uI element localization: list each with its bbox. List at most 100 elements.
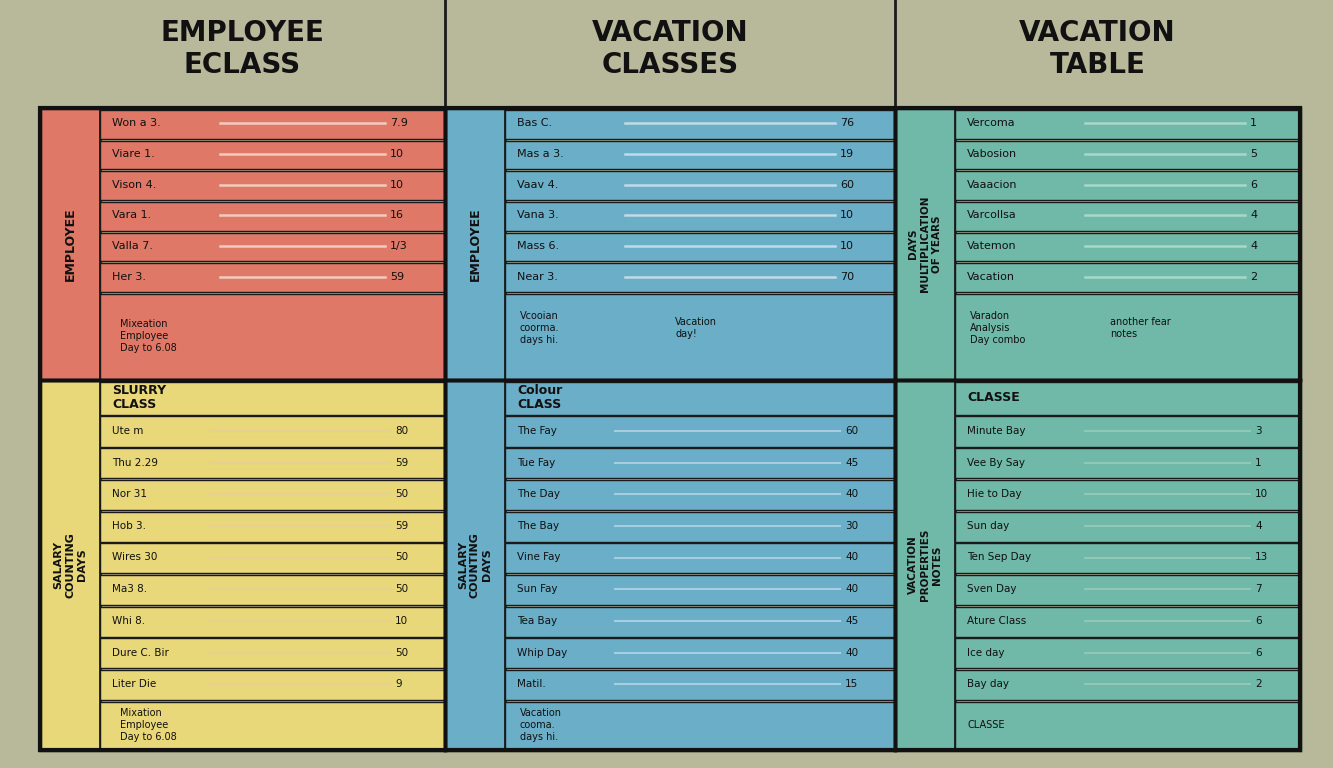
Bar xyxy=(954,574,1300,605)
Text: CLASSE: CLASSE xyxy=(966,720,1005,730)
Bar xyxy=(505,543,894,574)
Text: 6: 6 xyxy=(1250,180,1257,190)
Text: DAYS
MULTIPLICATION
OF YEARS: DAYS MULTIPLICATION OF YEARS xyxy=(908,196,941,293)
Bar xyxy=(505,416,894,447)
Text: Mass 6.: Mass 6. xyxy=(517,241,559,251)
Bar xyxy=(505,382,894,415)
Text: 50: 50 xyxy=(395,584,408,594)
Bar xyxy=(445,108,505,380)
Text: Ma3 8.: Ma3 8. xyxy=(112,584,147,594)
Text: 40: 40 xyxy=(845,489,858,499)
Bar xyxy=(954,543,1300,574)
Text: Vabosion: Vabosion xyxy=(966,149,1017,159)
Bar xyxy=(954,416,1300,447)
Bar xyxy=(100,511,445,541)
Text: Vison 4.: Vison 4. xyxy=(112,180,156,190)
Text: Sven Day: Sven Day xyxy=(966,584,1017,594)
Bar xyxy=(954,382,1300,415)
Text: Varadon
Analysis
Day combo: Varadon Analysis Day combo xyxy=(970,310,1025,346)
Text: The Fay: The Fay xyxy=(517,425,557,435)
Bar xyxy=(100,110,445,139)
Bar xyxy=(894,108,954,380)
Text: Tea Bay: Tea Bay xyxy=(517,616,557,626)
Bar xyxy=(954,263,1300,292)
Text: SALARY
COUNTING
DAYS: SALARY COUNTING DAYS xyxy=(459,532,492,598)
Text: 59: 59 xyxy=(395,458,408,468)
Bar xyxy=(100,294,445,380)
Bar xyxy=(40,380,445,750)
Text: Vee By Say: Vee By Say xyxy=(966,458,1025,468)
Bar xyxy=(954,110,1300,139)
Text: Vacation
cooma.
days hi.: Vacation cooma. days hi. xyxy=(520,707,563,743)
Text: Ice day: Ice day xyxy=(966,647,1005,657)
Text: 1: 1 xyxy=(1254,458,1261,468)
Text: Vaaacion: Vaaacion xyxy=(966,180,1017,190)
Text: Matil.: Matil. xyxy=(517,679,545,689)
Text: 10: 10 xyxy=(840,210,854,220)
Bar xyxy=(40,108,445,380)
Bar xyxy=(505,511,894,541)
Text: Vaav 4.: Vaav 4. xyxy=(517,180,559,190)
Text: 50: 50 xyxy=(395,552,408,562)
Text: 15: 15 xyxy=(845,679,858,689)
Bar xyxy=(894,380,1300,750)
Text: 7: 7 xyxy=(1254,584,1261,594)
Text: Hie to Day: Hie to Day xyxy=(966,489,1021,499)
Text: 19: 19 xyxy=(840,149,854,159)
Text: Viare 1.: Viare 1. xyxy=(112,149,155,159)
Text: EMPLOYEE
ECLASS: EMPLOYEE ECLASS xyxy=(160,19,324,78)
Text: The Bay: The Bay xyxy=(517,521,559,531)
Text: VACATION
TABLE: VACATION TABLE xyxy=(1020,19,1176,78)
Bar xyxy=(40,108,100,380)
Text: 3: 3 xyxy=(1254,425,1261,435)
Text: 4: 4 xyxy=(1254,521,1261,531)
Bar xyxy=(954,233,1300,261)
Text: EMPLOYEE: EMPLOYEE xyxy=(468,207,481,281)
Text: 1/3: 1/3 xyxy=(391,241,408,251)
Text: 40: 40 xyxy=(845,647,858,657)
Text: Sun Fay: Sun Fay xyxy=(517,584,557,594)
Bar xyxy=(954,702,1300,750)
Bar xyxy=(100,263,445,292)
Text: Thu 2.29: Thu 2.29 xyxy=(112,458,159,468)
Text: 2: 2 xyxy=(1254,679,1261,689)
Text: VACATION
CLASSES: VACATION CLASSES xyxy=(592,19,748,78)
Text: 10: 10 xyxy=(1254,489,1268,499)
Text: Vana 3.: Vana 3. xyxy=(517,210,559,220)
Text: 45: 45 xyxy=(845,616,858,626)
Text: 70: 70 xyxy=(840,272,854,282)
Bar xyxy=(505,670,894,700)
Text: Whip Day: Whip Day xyxy=(517,647,568,657)
Text: Mas a 3.: Mas a 3. xyxy=(517,149,564,159)
Bar xyxy=(100,416,445,447)
Text: Colour
CLASS: Colour CLASS xyxy=(517,383,563,412)
Bar xyxy=(100,638,445,668)
Bar xyxy=(100,480,445,510)
Bar xyxy=(954,638,1300,668)
Text: Ature Class: Ature Class xyxy=(966,616,1026,626)
Bar xyxy=(954,607,1300,637)
Bar xyxy=(954,511,1300,541)
Text: 6: 6 xyxy=(1254,616,1261,626)
Text: 76: 76 xyxy=(840,118,854,128)
Text: 10: 10 xyxy=(391,149,404,159)
Bar xyxy=(505,702,894,750)
Text: Hob 3.: Hob 3. xyxy=(112,521,147,531)
Text: 80: 80 xyxy=(395,425,408,435)
Text: another fear
notes: another fear notes xyxy=(1110,317,1170,339)
Text: Minute Bay: Minute Bay xyxy=(966,425,1025,435)
Text: 16: 16 xyxy=(391,210,404,220)
Text: 10: 10 xyxy=(840,241,854,251)
Bar xyxy=(505,449,894,478)
Text: SALARY
COUNTING
DAYS: SALARY COUNTING DAYS xyxy=(53,532,87,598)
Bar xyxy=(954,141,1300,169)
Text: The Day: The Day xyxy=(517,489,560,499)
Text: 4: 4 xyxy=(1250,241,1257,251)
Bar xyxy=(954,670,1300,700)
Bar xyxy=(894,108,1300,380)
Text: Nor 31: Nor 31 xyxy=(112,489,147,499)
Text: Varcollsa: Varcollsa xyxy=(966,210,1017,220)
Text: Vara 1.: Vara 1. xyxy=(112,210,151,220)
Bar xyxy=(505,574,894,605)
Text: 60: 60 xyxy=(845,425,858,435)
